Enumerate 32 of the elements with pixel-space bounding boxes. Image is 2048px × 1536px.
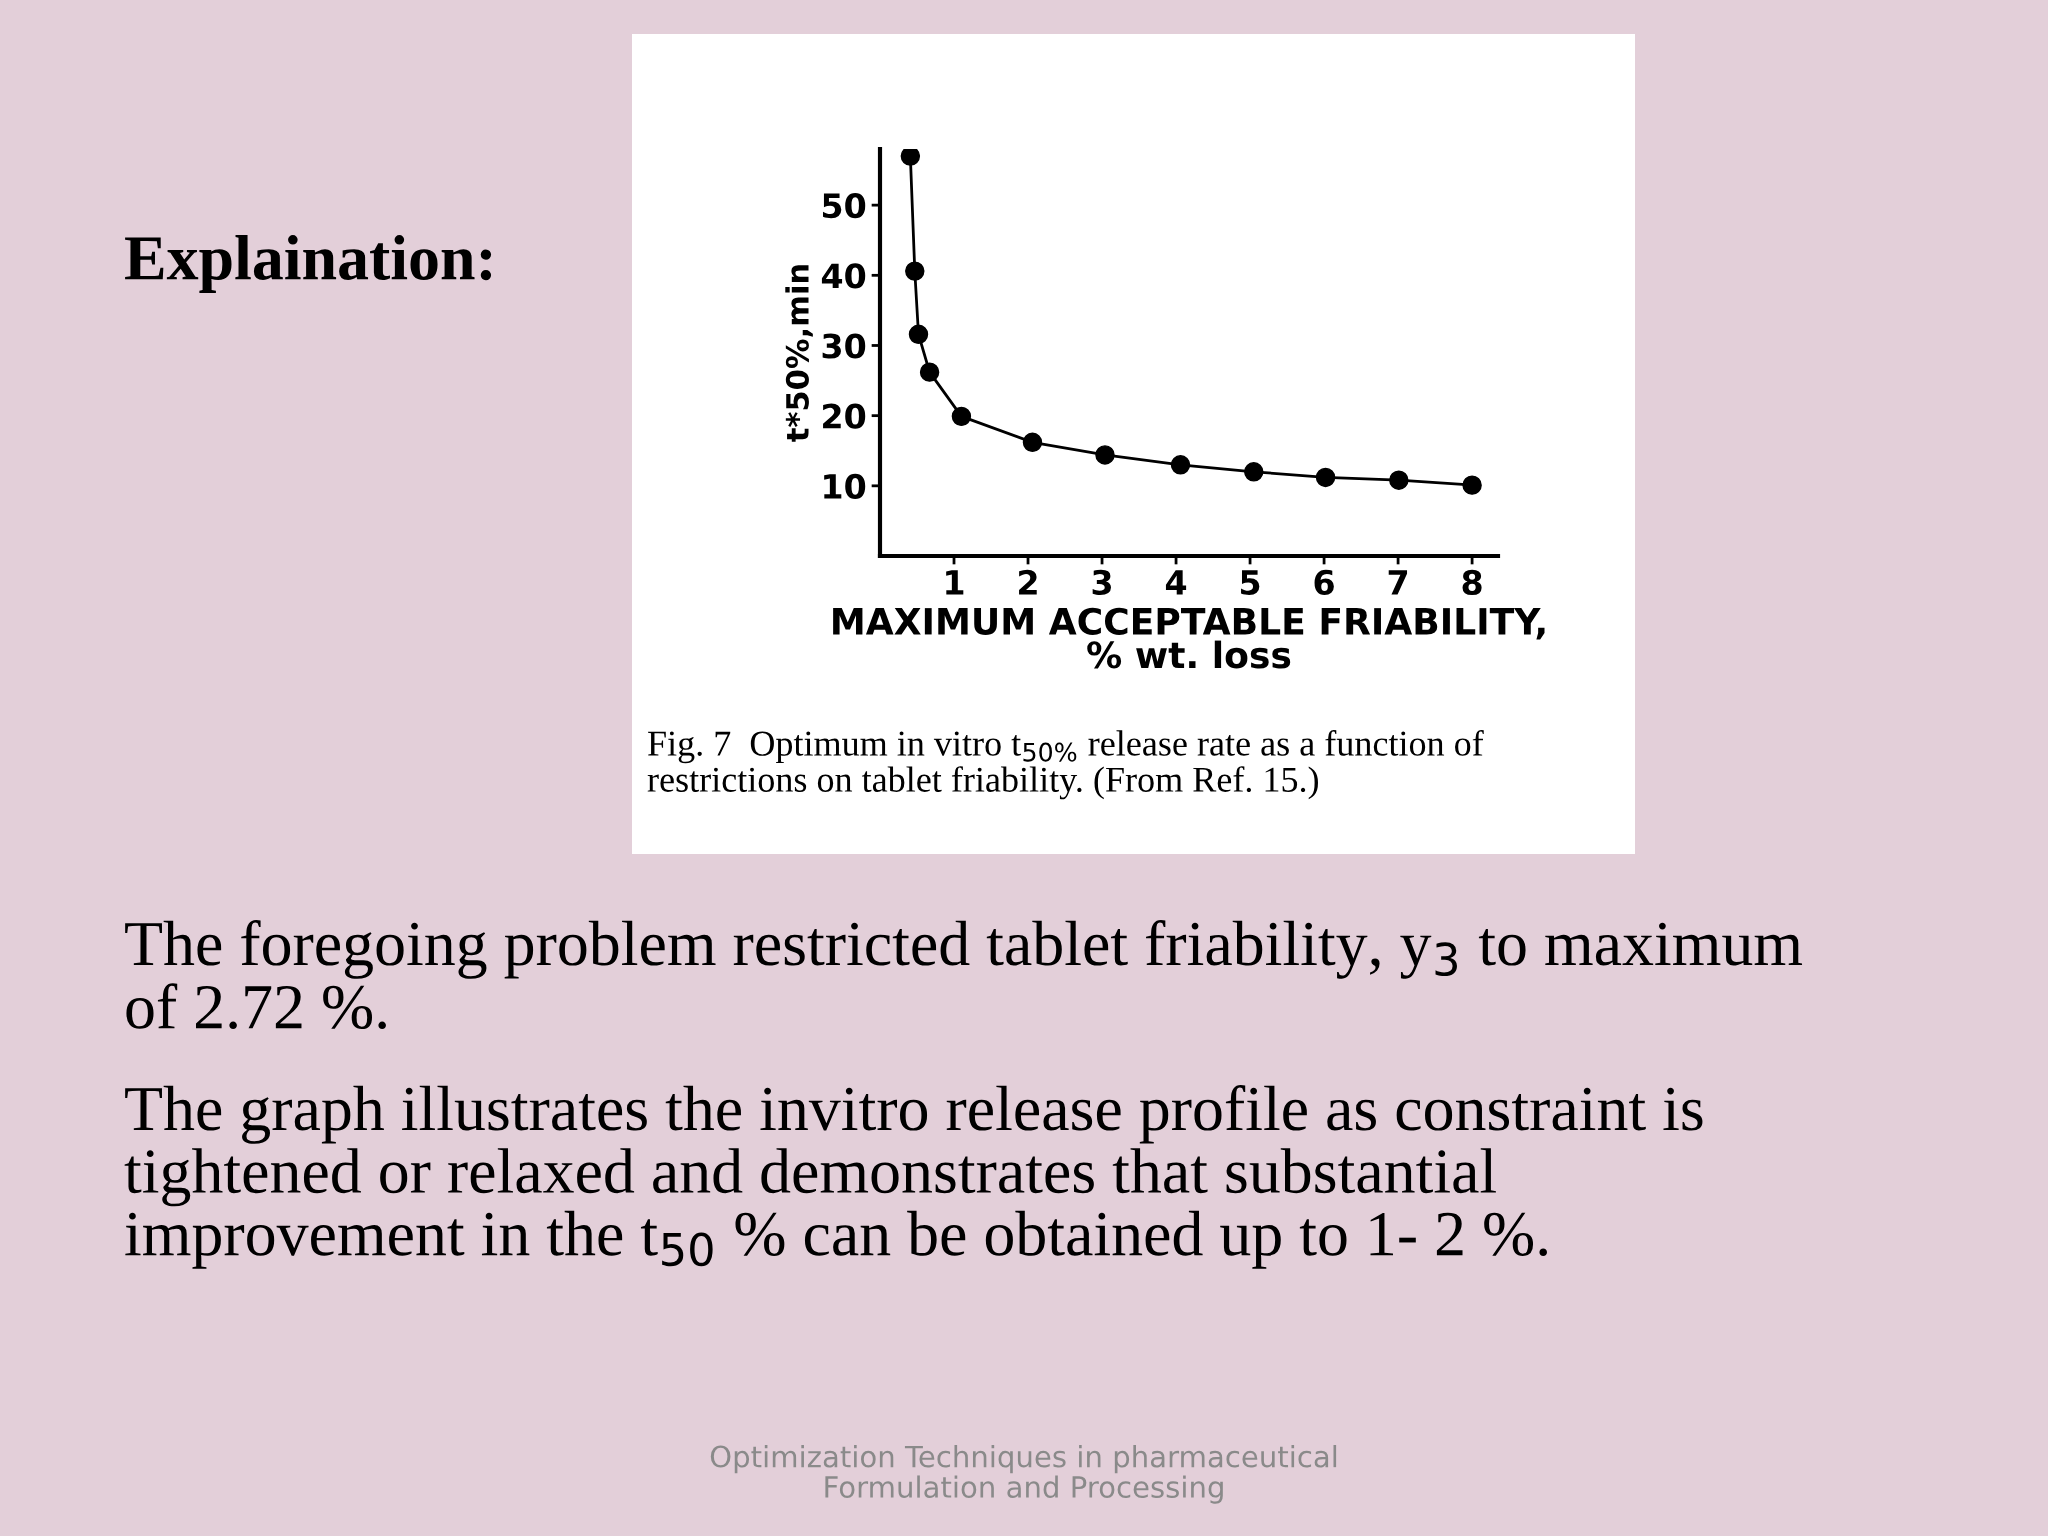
point bbox=[908, 324, 929, 344]
x-tick-label: 1 bbox=[946, 570, 964, 595]
point bbox=[905, 261, 925, 281]
x-axis-title: MAXIMUM ACCEPTABLE FRIABILITY, % wt. loss bbox=[833, 607, 1545, 669]
x-tick-label: 7 bbox=[1388, 570, 1408, 595]
y-tick-label: 10 bbox=[824, 473, 866, 499]
point bbox=[951, 406, 972, 427]
point bbox=[1315, 467, 1336, 488]
point bbox=[1462, 475, 1482, 495]
text: The foregoing problem restricted tablet friability, y$_{3}$ to maximum of 2.72 %. bbox=[125, 920, 1803, 1030]
x-tick-label: 2 bbox=[1019, 569, 1037, 595]
text: Explaination: bbox=[125, 235, 492, 293]
point bbox=[1244, 462, 1264, 482]
y-tick-label: 30 bbox=[822, 333, 866, 359]
y-tick-label: 50 bbox=[822, 193, 866, 219]
x-tick-label: 6 bbox=[1314, 569, 1334, 595]
y-tick-label: 20 bbox=[823, 403, 866, 429]
x-tick-label: 5 bbox=[1241, 570, 1260, 595]
y-axis-title: t*50%,min bbox=[785, 265, 813, 442]
caption: Fig. 7 Optimum in vitro t$_{50%}$ release rate as a function of restrictions on tablet friability. (From Ref. 15.) bbox=[647, 730, 1484, 800]
point bbox=[1022, 432, 1043, 453]
point bbox=[1389, 470, 1409, 490]
x-tick-label: 4 bbox=[1165, 570, 1187, 595]
y-tick-label: 40 bbox=[821, 263, 866, 289]
point bbox=[919, 362, 940, 382]
point bbox=[900, 149, 921, 166]
text: The graph illustrates the invitro release profile as constraint is tightened or relaxed and demonstrates that substantial improvement in the t$_{50}$ % can be obtained up to 1- 2 %. bbox=[124, 1085, 1703, 1269]
point bbox=[1095, 445, 1115, 465]
text: Optimization Techniques in pharmaceutical Formulation and Processing bbox=[710, 1445, 1337, 1504]
point bbox=[1170, 455, 1191, 475]
x-tick-label: 3 bbox=[1092, 569, 1111, 595]
x-tick-label: 8 bbox=[1462, 569, 1482, 595]
